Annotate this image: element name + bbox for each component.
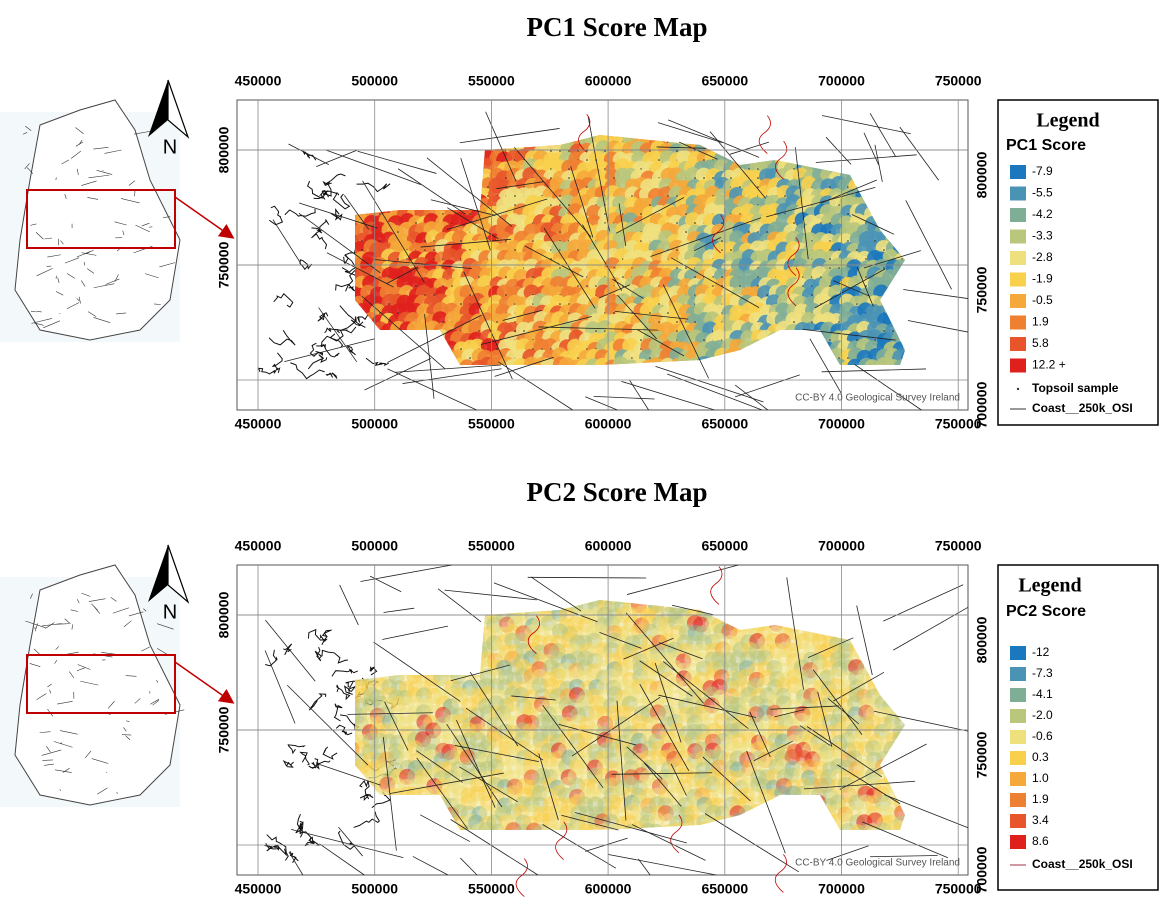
x-tick-label: 750000 xyxy=(935,538,982,554)
legend-label: -7.9 xyxy=(1032,164,1053,178)
x-tick-label: 700000 xyxy=(818,73,865,89)
y-tick-label: 750000 xyxy=(216,241,232,288)
legend-swatch xyxy=(1010,294,1026,308)
legend-title: PC1 Score xyxy=(1006,137,1086,154)
x-tick-label: 600000 xyxy=(585,416,632,432)
legend: Legend PC1 Score -7.9 -5.5 -4.2 -3.3 -2.8 -1.9 -… xyxy=(998,100,1158,425)
legend-extra: Coast__250k_OSI xyxy=(1032,857,1133,871)
legend-swatch xyxy=(1010,667,1026,681)
legend-label: 12.2 + xyxy=(1032,358,1066,372)
x-tick-label: 600000 xyxy=(585,73,632,89)
attribution: CC-BY 4.0 Geological Survey Ireland xyxy=(795,858,960,869)
inset-arrow xyxy=(175,662,232,702)
legend-swatch xyxy=(1010,230,1026,244)
x-tick-label: 550000 xyxy=(468,538,515,554)
legend-label: 5.8 xyxy=(1032,336,1049,350)
legend-extra: Coast__250k_OSI xyxy=(1032,401,1133,415)
x-tick-label: 700000 xyxy=(818,416,865,432)
x-tick-label: 500000 xyxy=(351,881,398,897)
legend-swatch xyxy=(1010,337,1026,351)
panel-title: PC2 Score Map xyxy=(527,477,708,507)
x-tick-label: 450000 xyxy=(235,881,282,897)
legend-swatch xyxy=(1010,316,1026,330)
legend-swatch xyxy=(1010,208,1026,222)
y-tick-label: 700000 xyxy=(974,846,990,893)
legend-label: 1.9 xyxy=(1032,792,1049,806)
legend-label: -0.6 xyxy=(1032,729,1053,743)
x-tick-label: 500000 xyxy=(351,538,398,554)
x-tick-label: 700000 xyxy=(818,881,865,897)
inset-map xyxy=(0,565,232,807)
legend-swatch xyxy=(1010,187,1026,201)
y-tick-label: 750000 xyxy=(974,266,990,313)
attribution: CC-BY 4.0 Geological Survey Ireland xyxy=(795,393,960,404)
y-tick-label: 800000 xyxy=(974,616,990,663)
legend-label: -3.3 xyxy=(1032,229,1053,243)
x-tick-label: 600000 xyxy=(585,881,632,897)
legend-swatch xyxy=(1010,709,1026,723)
x-tick-label: 700000 xyxy=(818,538,865,554)
legend-label: -4.2 xyxy=(1032,207,1053,221)
legend: Legend PC2 Score -12 -7.3 -4.1 -2.0 -0.6 0.3 1.0… xyxy=(998,565,1158,890)
legend-extra: Topsoil sample xyxy=(1032,381,1119,395)
legend-swatch xyxy=(1010,165,1026,179)
x-tick-label: 550000 xyxy=(468,73,515,89)
legend-label: -0.5 xyxy=(1032,293,1053,307)
map-panel: PC2 Score Map 450000 500000 550000 600000 650… xyxy=(0,477,1158,897)
x-tick-label: 550000 xyxy=(468,881,515,897)
x-tick-label: 500000 xyxy=(351,73,398,89)
legend-heading: Legend xyxy=(1018,575,1081,597)
x-tick-label: 450000 xyxy=(235,538,282,554)
y-tick-label: 800000 xyxy=(216,126,232,173)
legend-label: 1.0 xyxy=(1032,771,1049,785)
north-label: N xyxy=(163,136,177,158)
legend-label: -1.9 xyxy=(1032,272,1053,286)
legend-swatch xyxy=(1010,751,1026,765)
legend-heading: Legend xyxy=(1036,110,1099,132)
legend-label: -12 xyxy=(1032,645,1050,659)
legend-swatch xyxy=(1010,730,1026,744)
legend-label: -4.1 xyxy=(1032,687,1053,701)
legend-swatch xyxy=(1010,772,1026,786)
legend-label: 8.6 xyxy=(1032,834,1049,848)
map-panel: PC1 Score Map 450000 500000 550000 600000 650… xyxy=(0,12,1158,432)
legend-swatch xyxy=(1010,646,1026,660)
legend-label: -2.0 xyxy=(1032,708,1053,722)
legend-swatch xyxy=(1010,793,1026,807)
legend-label: 0.3 xyxy=(1032,750,1049,764)
x-tick-label: 600000 xyxy=(585,538,632,554)
x-tick-label: 500000 xyxy=(351,416,398,432)
x-tick-label: 750000 xyxy=(935,73,982,89)
legend-label: 3.4 xyxy=(1032,813,1049,827)
y-tick-label: 800000 xyxy=(216,591,232,638)
y-tick-label: 800000 xyxy=(974,151,990,198)
legend-label: -5.5 xyxy=(1032,186,1053,200)
figure: PC1 Score Map 450000 500000 550000 600000 650… xyxy=(0,0,1161,907)
x-tick-label: 450000 xyxy=(235,416,282,432)
legend-label: -7.3 xyxy=(1032,666,1053,680)
y-tick-label: 750000 xyxy=(216,706,232,753)
legend-swatch xyxy=(1010,835,1026,849)
x-tick-label: 450000 xyxy=(235,73,282,89)
north-label: N xyxy=(163,601,177,623)
x-tick-label: 550000 xyxy=(468,416,515,432)
legend-swatch xyxy=(1010,359,1026,373)
legend-dot xyxy=(1017,388,1019,390)
inset-arrow xyxy=(175,197,232,237)
x-tick-label: 650000 xyxy=(701,538,748,554)
legend-swatch xyxy=(1010,273,1026,287)
x-tick-label: 650000 xyxy=(701,881,748,897)
legend-label: -2.8 xyxy=(1032,250,1053,264)
y-tick-label: 750000 xyxy=(974,731,990,778)
inset-map xyxy=(0,100,232,342)
legend-swatch xyxy=(1010,688,1026,702)
legend-title: PC2 Score xyxy=(1006,603,1086,620)
legend-swatch xyxy=(1010,814,1026,828)
panel-title: PC1 Score Map xyxy=(527,12,708,42)
legend-label: 1.9 xyxy=(1032,315,1049,329)
x-tick-label: 650000 xyxy=(701,416,748,432)
legend-swatch xyxy=(1010,251,1026,265)
y-tick-label: 700000 xyxy=(974,381,990,428)
x-tick-label: 650000 xyxy=(701,73,748,89)
